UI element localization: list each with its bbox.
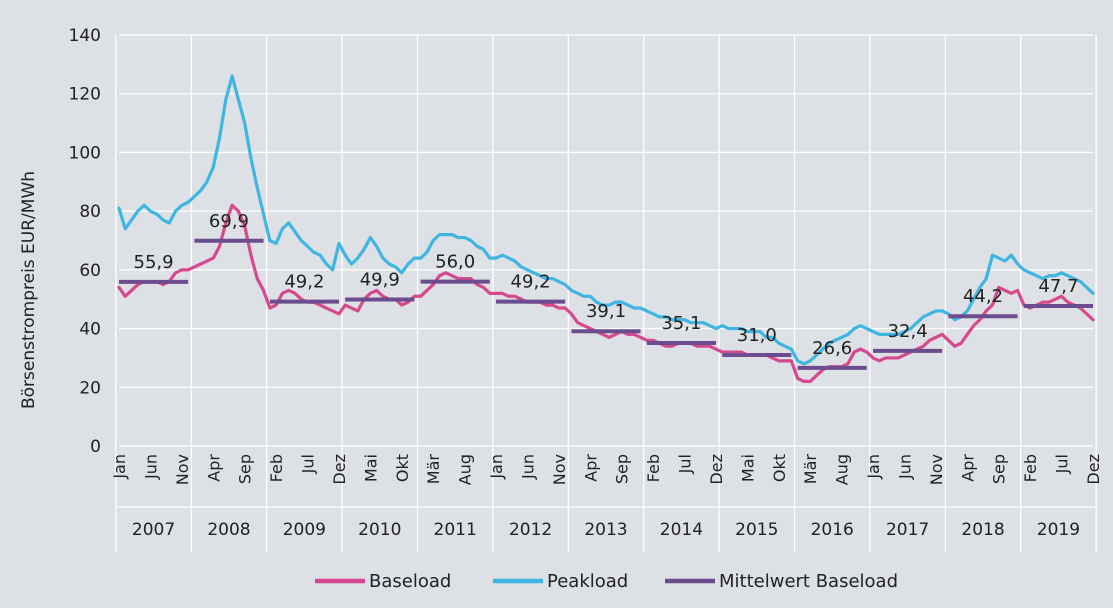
year-label: 2009 (283, 520, 326, 540)
x-tick-label: Aug (833, 454, 852, 485)
x-tick-label: Apr (958, 454, 977, 482)
y-tick-label: 100 (69, 143, 101, 163)
x-tick-label: Mär (801, 454, 820, 485)
x-tick-label: Sep (990, 454, 1009, 484)
legend-label: Baseload (369, 571, 451, 592)
x-tick-label: Mai (361, 454, 380, 482)
x-tick-label: Jan (110, 454, 129, 480)
mean-data-label: 49,9 (360, 270, 400, 291)
x-tick-label: Sep (613, 454, 632, 484)
series-line-peakload (117, 74, 1095, 366)
y-axis-label: Börsenstrompreis EUR/MWh (19, 171, 39, 409)
series-line-baseload (117, 203, 1095, 384)
x-tick-label: Dez (707, 454, 726, 485)
year-label: 2014 (660, 520, 703, 540)
grid (115, 34, 1097, 552)
x-tick-label: Dez (1084, 454, 1103, 485)
x-tick-label: Jan (864, 454, 883, 480)
y-tick-label: 60 (79, 261, 101, 281)
x-tick-label: Jul (676, 454, 695, 474)
year-label: 2017 (886, 520, 929, 540)
year-label: 2016 (811, 520, 854, 540)
y-axis: 0 20 40 60 80 100 120 140 (69, 26, 101, 457)
mean-data-label: 49,2 (284, 272, 324, 293)
x-tick-label: Nov (173, 454, 192, 485)
mean-data-label: 31,0 (737, 325, 777, 346)
year-label: 2015 (735, 520, 778, 540)
mean-data-label: 39,1 (586, 301, 626, 322)
x-tick-label: Okt (770, 454, 789, 482)
x-tick-label: Apr (581, 454, 600, 482)
mean-data-label: 49,2 (511, 272, 551, 293)
x-tick-label: Mai (738, 454, 757, 482)
x-axis: Jan Jun Nov Apr Sep Feb Jul Dez Mai Okt Mär Aug Jan J… (110, 454, 1103, 540)
legend: Baseload Peakload Mittelwert Baseload (315, 571, 898, 592)
x-tick-label: Dez (330, 454, 349, 485)
year-label: 2010 (358, 520, 401, 540)
mean-data-label: 32,4 (888, 321, 928, 342)
mean-data-label: 56,0 (435, 252, 475, 273)
plot-area (117, 35, 1095, 446)
year-label: 2011 (434, 520, 477, 540)
year-label: 2008 (207, 520, 250, 540)
year-label: 2012 (509, 520, 552, 540)
series-lines (117, 74, 1095, 384)
x-tick-label: Jan (487, 454, 506, 480)
year-label: 2018 (961, 520, 1004, 540)
year-label: 2019 (1037, 520, 1080, 540)
x-tick-label: Aug (456, 454, 475, 485)
x-tick-label: Sep (236, 454, 255, 484)
x-tick-label: Feb (267, 454, 286, 482)
x-tick-label: Jul (1053, 454, 1072, 474)
mean-data-label: 35,1 (661, 313, 701, 334)
x-tick-label: Jun (141, 454, 160, 480)
y-tick-label: 140 (69, 26, 101, 46)
year-label: 2013 (584, 520, 627, 540)
x-tick-label: Nov (550, 454, 569, 485)
year-label: 2007 (132, 520, 175, 540)
mean-data-label: 47,7 (1038, 276, 1078, 297)
mean-data-label: 44,2 (963, 286, 1003, 307)
legend-label: Peakload (547, 571, 628, 592)
x-tick-label: Jun (518, 454, 537, 480)
mean-data-label: 55,9 (134, 252, 174, 273)
y-tick-label: 40 (79, 320, 101, 340)
x-tick-label: Nov (927, 454, 946, 485)
data-labels: 55,9 69,9 49,2 49,9 56,0 49,2 39,1 35,1 31,0 26,6… (134, 211, 1079, 359)
x-tick-label: Apr (204, 454, 223, 482)
y-tick-label: 120 (69, 85, 101, 105)
x-tick-label: Mär (424, 454, 443, 485)
x-tick-label: Jun (895, 454, 914, 480)
x-tick-label: Feb (644, 454, 663, 482)
mean-data-label: 26,6 (812, 338, 852, 359)
x-tick-label: Feb (1021, 454, 1040, 482)
y-tick-label: 20 (79, 378, 101, 398)
mean-data-label: 69,9 (209, 211, 249, 232)
x-tick-label: Jul (299, 454, 318, 474)
y-tick-label: 0 (90, 437, 101, 457)
y-tick-label: 80 (79, 202, 101, 222)
x-tick-label: Okt (393, 454, 412, 482)
legend-label: Mittelwert Baseload (719, 571, 898, 592)
